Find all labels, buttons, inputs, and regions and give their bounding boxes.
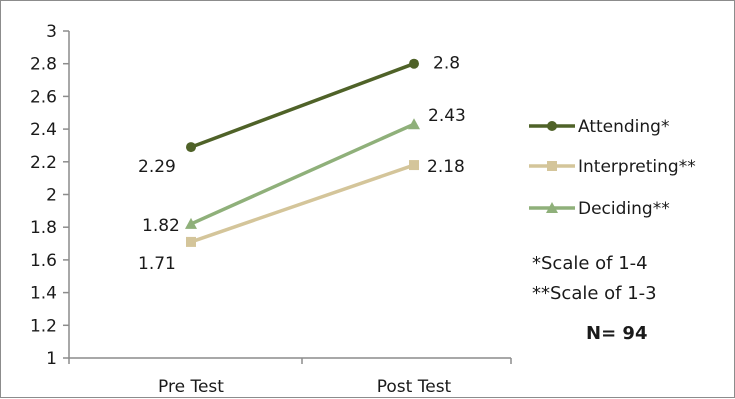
data-label: 2.18 <box>427 157 465 177</box>
series-deciding: 1.82 2.43 <box>142 106 466 236</box>
data-label: 1.71 <box>138 254 176 274</box>
scale-note: *Scale of 1-4 <box>532 253 648 274</box>
series-line <box>190 62 415 149</box>
y-ticks: 1 1.2 1.4 1.6 1.8 2 2.2 2.4 2.6 2.8 3 <box>30 22 69 369</box>
data-label: 2.29 <box>138 157 176 177</box>
y-tick-label: 2 <box>46 186 57 206</box>
data-point <box>185 217 197 229</box>
sample-size-note: N= 94 <box>586 323 647 344</box>
annotations: *Scale of 1-4 **Scale of 1-3 N= 94 <box>532 253 657 344</box>
series-line <box>190 163 415 244</box>
data-point <box>408 118 420 130</box>
data-label: 2.43 <box>428 106 466 126</box>
scale-note: **Scale of 1-3 <box>532 283 657 304</box>
y-tick-label: 1.2 <box>30 316 57 336</box>
legend-label: Attending* <box>578 117 669 137</box>
legend: Attending* Interpreting** Deciding** <box>529 117 696 219</box>
y-tick-label: 1.4 <box>30 284 57 304</box>
data-label: 2.8 <box>433 54 460 74</box>
x-tick-label: Pre Test <box>158 377 224 397</box>
legend-marker <box>546 202 558 213</box>
series-line <box>190 122 415 226</box>
y-tick-label: 2.4 <box>30 120 57 140</box>
x-tick-label: Post Test <box>377 377 452 397</box>
axes <box>68 31 511 359</box>
data-point <box>409 160 419 171</box>
x-ticks: Pre Test Post Test <box>68 358 512 397</box>
data-point <box>186 236 196 247</box>
legend-item: Interpreting** <box>529 157 696 177</box>
series-group: 2.29 2.8 1.71 2.18 1.82 2.43 <box>138 54 466 274</box>
data-point <box>186 142 196 153</box>
series-attending: 2.29 2.8 <box>138 54 460 177</box>
y-tick-label: 2.2 <box>30 153 57 173</box>
y-tick-label: 2.6 <box>30 87 57 107</box>
y-tick-label: 1.6 <box>30 251 57 271</box>
y-tick-label: 1.8 <box>30 218 57 238</box>
legend-item: Attending* <box>529 117 669 137</box>
legend-label: Deciding** <box>578 199 670 219</box>
legend-label: Interpreting** <box>578 157 696 177</box>
y-tick-label: 2.8 <box>30 55 57 75</box>
series-interpreting: 1.71 2.18 <box>138 157 465 274</box>
legend-marker <box>547 161 557 171</box>
y-tick-label: 3 <box>46 22 57 42</box>
data-label: 1.82 <box>142 216 180 236</box>
y-tick-label: 1 <box>46 349 57 369</box>
legend-marker <box>547 121 557 131</box>
data-point <box>409 58 419 69</box>
legend-item: Deciding** <box>529 199 670 219</box>
